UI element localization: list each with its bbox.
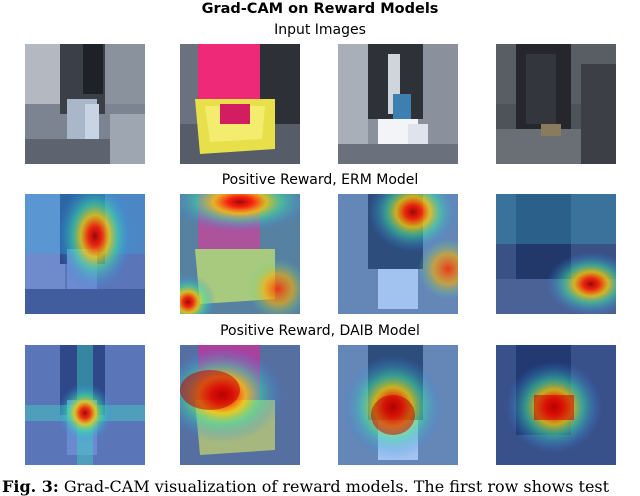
input-image-4 xyxy=(496,44,616,164)
input-image-2 xyxy=(180,44,300,164)
erm-heatmap-4 xyxy=(496,194,616,314)
caption-label: Fig. 3: xyxy=(2,477,59,496)
erm-heatmap-1 xyxy=(25,194,145,314)
input-image-3 xyxy=(338,44,458,164)
erm-heatmap-3 xyxy=(338,194,458,314)
figure-caption: Fig. 3: Grad-CAM visualization of reward… xyxy=(2,478,640,496)
daib-heatmap-1 xyxy=(25,345,145,465)
daib-heatmap-3 xyxy=(338,345,458,465)
row-label-daib: Positive Reward, DAIB Model xyxy=(220,323,420,339)
caption-text: Grad-CAM visualization of reward models.… xyxy=(58,477,610,496)
row-label-input-images: Input Images xyxy=(274,22,366,38)
daib-heatmap-2 xyxy=(180,345,300,465)
daib-heatmap-4 xyxy=(496,345,616,465)
erm-heatmap-2 xyxy=(180,194,300,314)
input-image-1 xyxy=(25,44,145,164)
figure-title: Grad-CAM on Reward Models xyxy=(201,1,439,17)
row-label-erm: Positive Reward, ERM Model xyxy=(221,172,419,188)
